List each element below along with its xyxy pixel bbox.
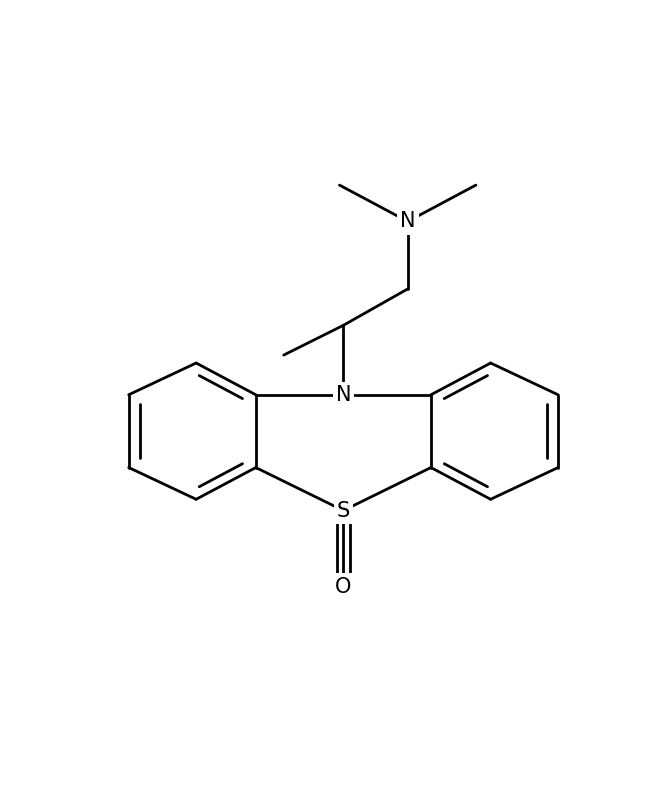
Text: N: N [336, 385, 351, 405]
Text: O: O [335, 577, 352, 597]
Text: S: S [337, 501, 350, 520]
Text: N: N [400, 211, 415, 232]
